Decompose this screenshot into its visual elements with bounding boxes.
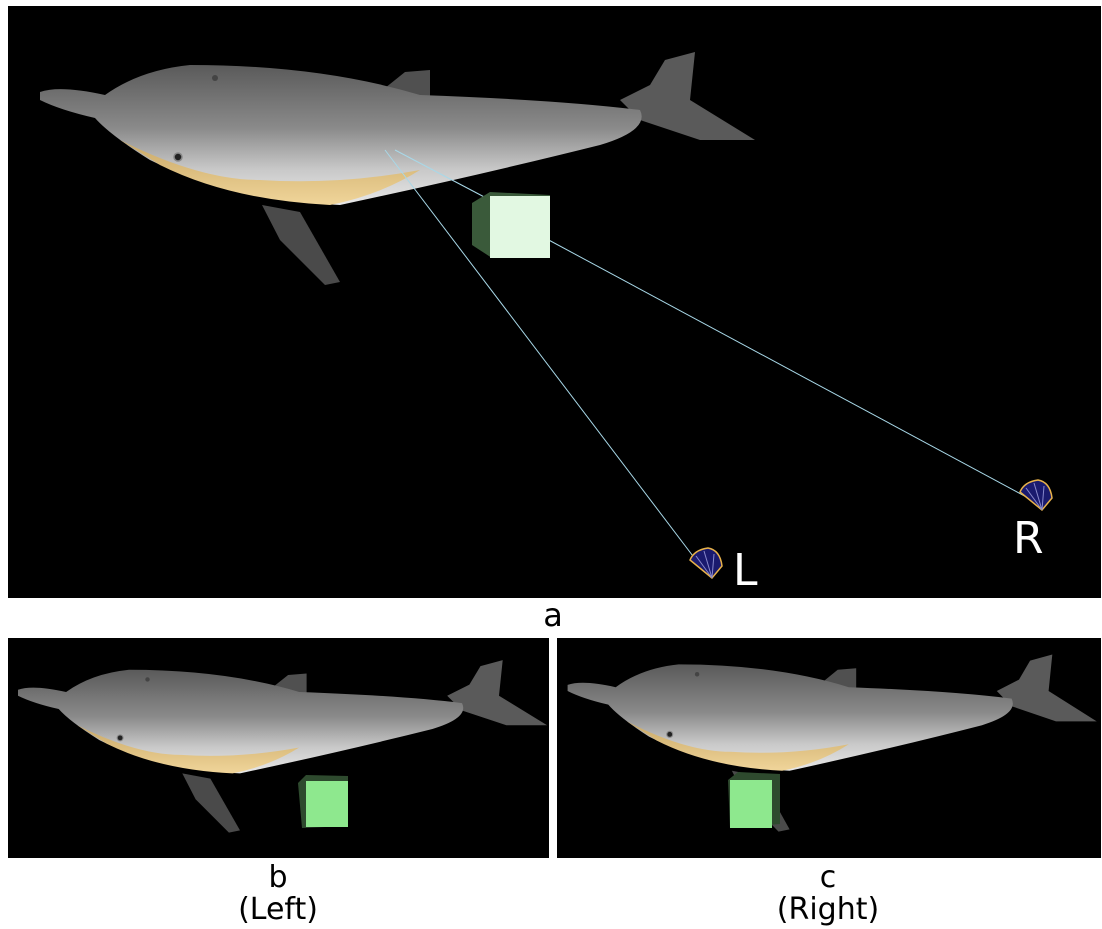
camera-label: R xyxy=(1013,513,1044,564)
view-ray-right xyxy=(544,237,1033,501)
view-ray-left xyxy=(384,149,703,569)
panel-label: a xyxy=(543,596,563,634)
view-ray xyxy=(394,149,491,201)
camera-label: L xyxy=(733,545,758,596)
panel-label: c xyxy=(820,860,837,895)
cube xyxy=(728,772,780,828)
panel-caption: (Right) xyxy=(777,892,879,927)
cube xyxy=(298,775,348,828)
cube xyxy=(472,192,550,258)
panel-caption: (Left) xyxy=(238,892,318,927)
panel-label: b xyxy=(268,860,287,895)
